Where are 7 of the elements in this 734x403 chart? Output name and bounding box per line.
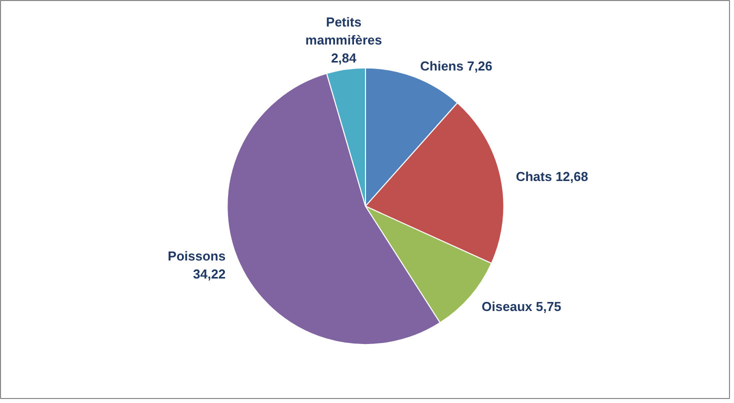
data-label: 34,22 bbox=[193, 266, 226, 282]
slice-label: Oiseaux 5,75 bbox=[482, 299, 562, 314]
data-label: 2,84 bbox=[331, 50, 358, 66]
slice-label: Chats 12,68 bbox=[516, 169, 588, 184]
slice-label: Chiens 7,26 bbox=[420, 58, 492, 74]
slice-label: Petits mammifères bbox=[305, 14, 382, 48]
slice-label: Poissons bbox=[168, 248, 226, 264]
